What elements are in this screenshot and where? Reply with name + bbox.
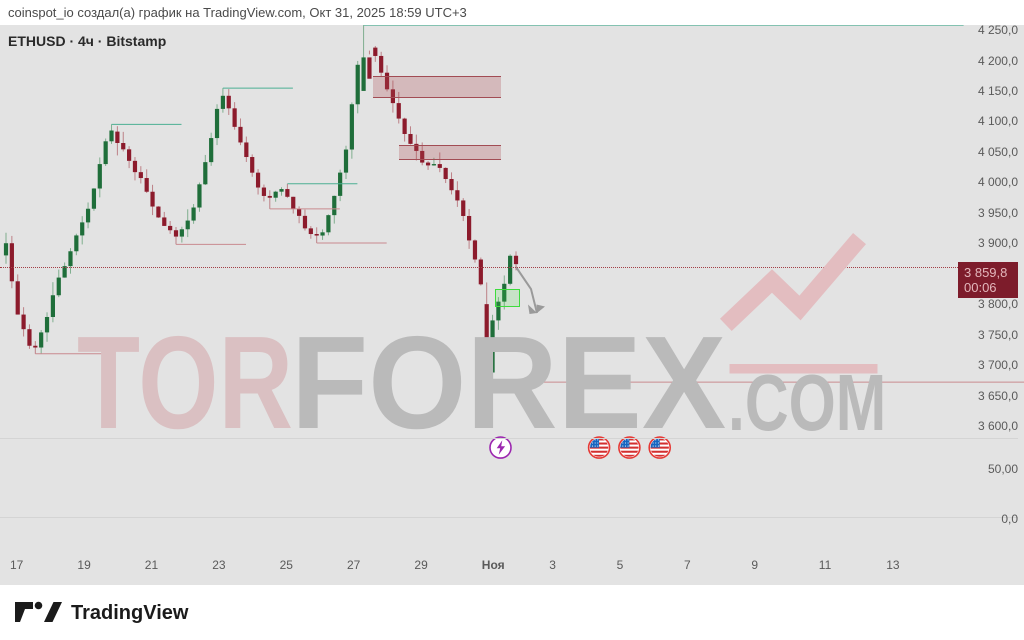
svg-text:TradingView: TradingView <box>71 602 189 624</box>
